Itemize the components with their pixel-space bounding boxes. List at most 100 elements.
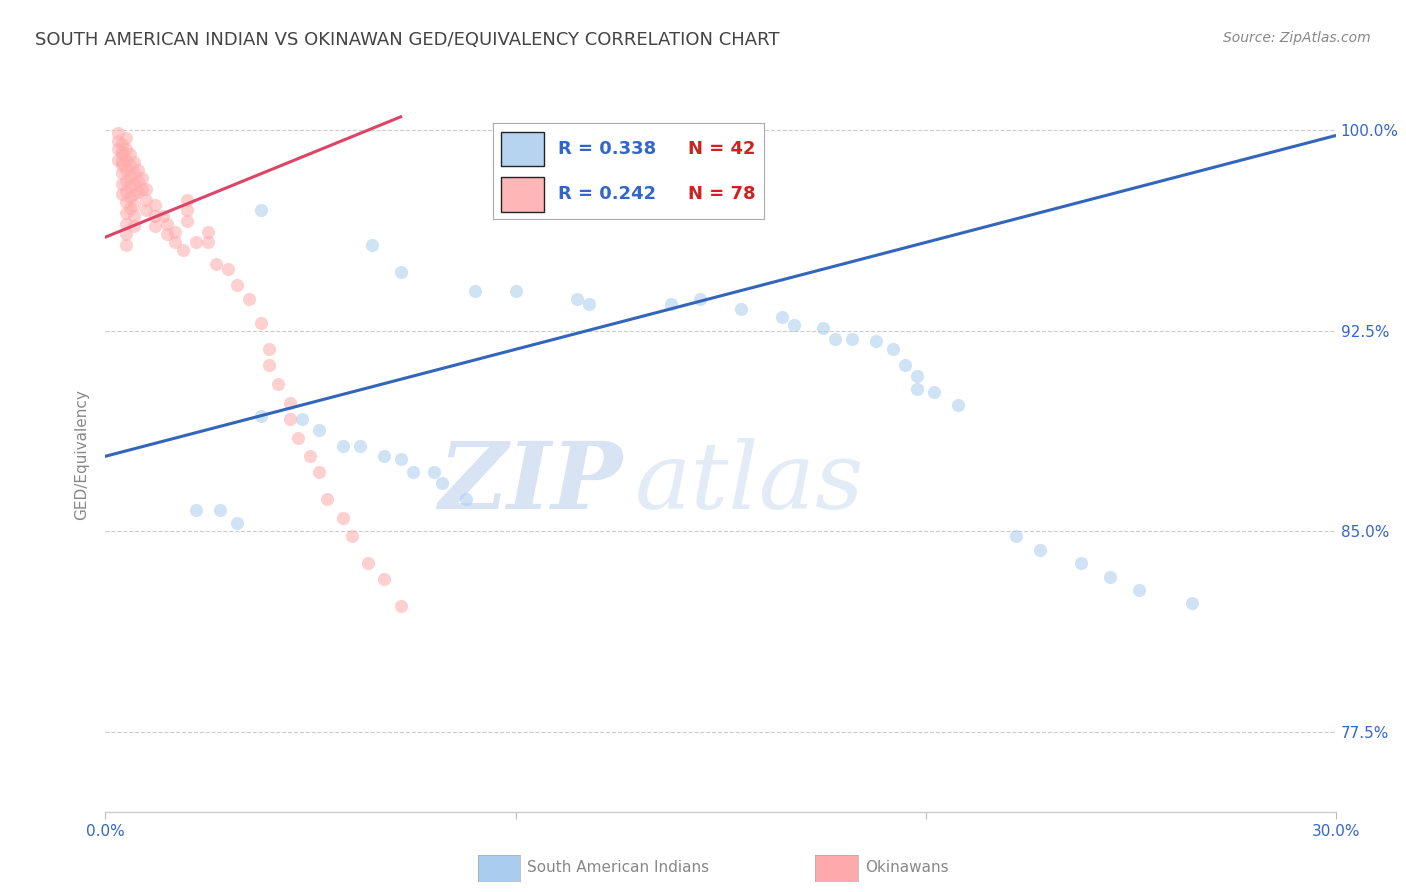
Point: [115, 163, 138, 178]
Point: [1128, 582, 1150, 597]
Point: [689, 292, 711, 306]
Point: [111, 158, 134, 172]
Point: [156, 227, 179, 242]
Text: N = 42: N = 42: [688, 140, 755, 158]
Point: [1070, 556, 1092, 570]
Point: [357, 556, 380, 570]
Point: [505, 284, 527, 298]
Point: [278, 412, 301, 426]
Point: [218, 262, 240, 277]
Point: [135, 193, 157, 207]
Point: [907, 369, 929, 384]
Point: [783, 318, 806, 333]
Point: [299, 449, 322, 463]
Point: [143, 219, 166, 234]
Point: [948, 399, 970, 413]
Text: N = 78: N = 78: [688, 186, 755, 203]
Point: [143, 198, 166, 212]
Point: [865, 334, 887, 349]
FancyBboxPatch shape: [501, 177, 544, 211]
Point: [143, 209, 166, 223]
Y-axis label: GED/Equivalency: GED/Equivalency: [75, 390, 90, 520]
Point: [922, 385, 945, 400]
Point: [1005, 529, 1028, 543]
Text: South American Indians: South American Indians: [527, 861, 710, 875]
Point: [107, 134, 129, 148]
Point: [1181, 596, 1204, 610]
Point: [127, 163, 149, 178]
Point: [115, 217, 138, 231]
Point: [115, 131, 138, 145]
Text: ZIP: ZIP: [437, 439, 621, 528]
Point: [1099, 569, 1122, 583]
Point: [430, 475, 453, 490]
Point: [209, 502, 232, 516]
Point: [287, 431, 309, 445]
Point: [122, 219, 145, 234]
Point: [111, 177, 134, 191]
Point: [332, 510, 354, 524]
Point: [308, 465, 330, 479]
Point: [841, 332, 863, 346]
Text: atlas: atlas: [634, 439, 863, 528]
Point: [172, 244, 194, 258]
Point: [127, 185, 149, 199]
Point: [115, 153, 138, 167]
Point: [111, 147, 134, 161]
Text: R = 0.242: R = 0.242: [558, 186, 657, 203]
Point: [111, 155, 134, 169]
Point: [291, 412, 314, 426]
Point: [111, 145, 134, 159]
Point: [349, 439, 371, 453]
Point: [278, 396, 301, 410]
Point: [131, 182, 153, 196]
Point: [165, 225, 187, 239]
Point: [373, 572, 395, 586]
Point: [184, 235, 207, 250]
Point: [730, 302, 752, 317]
Point: [308, 423, 330, 437]
Point: [122, 209, 145, 223]
Point: [565, 292, 588, 306]
Point: [111, 166, 134, 180]
Point: [402, 465, 425, 479]
Text: Okinawans: Okinawans: [865, 861, 948, 875]
Point: [197, 235, 219, 250]
Point: [340, 529, 363, 543]
Point: [122, 187, 145, 202]
Point: [373, 449, 395, 463]
Point: [250, 203, 273, 218]
Point: [156, 217, 179, 231]
Point: [107, 142, 129, 156]
Point: [127, 174, 149, 188]
Point: [115, 142, 138, 156]
Point: [135, 182, 157, 196]
Point: [316, 491, 339, 506]
Point: [115, 185, 138, 199]
Point: [176, 203, 198, 218]
Point: [115, 227, 138, 242]
Point: [267, 377, 290, 392]
Point: [894, 359, 917, 373]
Point: [120, 147, 141, 161]
Point: [456, 491, 478, 506]
Text: R = 0.338: R = 0.338: [558, 140, 657, 158]
Point: [205, 257, 228, 271]
Point: [907, 383, 929, 397]
Point: [107, 126, 129, 140]
Point: [811, 321, 834, 335]
Point: [135, 203, 157, 218]
Text: Source: ZipAtlas.com: Source: ZipAtlas.com: [1223, 31, 1371, 45]
Point: [578, 297, 600, 311]
Point: [176, 193, 198, 207]
Point: [120, 201, 141, 215]
Point: [122, 155, 145, 169]
Point: [770, 310, 793, 325]
Point: [882, 343, 904, 357]
Point: [661, 297, 683, 311]
FancyBboxPatch shape: [501, 132, 544, 167]
Point: [111, 136, 134, 151]
Point: [824, 332, 846, 346]
Point: [332, 439, 354, 453]
Point: [464, 284, 486, 298]
